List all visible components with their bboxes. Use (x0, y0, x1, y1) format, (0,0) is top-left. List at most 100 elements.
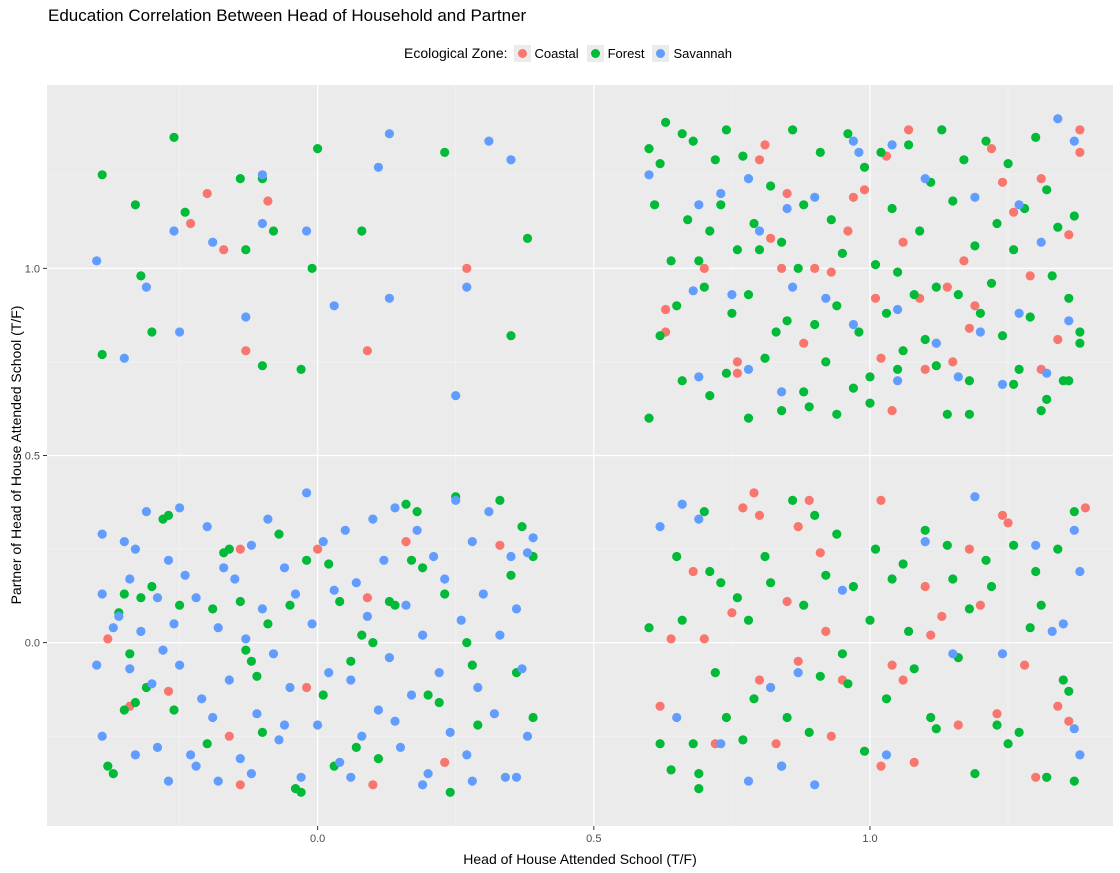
savannah-point (307, 619, 317, 629)
forest-point (1042, 394, 1052, 404)
savannah-point (953, 372, 963, 382)
forest-point (754, 245, 765, 255)
forest-point (898, 559, 908, 569)
coastal-point (1025, 271, 1035, 281)
forest-point (1053, 544, 1063, 554)
forest-point (1069, 776, 1079, 786)
savannah-point (716, 739, 726, 749)
forest-point (1042, 185, 1052, 195)
forest-point (318, 690, 328, 700)
savannah-point (406, 690, 417, 700)
forest-point (644, 413, 654, 423)
forest-point (964, 409, 975, 419)
coastal-point (970, 301, 980, 311)
savannah-point (252, 709, 262, 719)
forest-point (661, 117, 671, 127)
forest-point (832, 301, 842, 311)
savannah-point (893, 304, 903, 315)
forest-point (1031, 132, 1041, 142)
savannah-point (777, 387, 787, 397)
coastal-point (920, 581, 930, 592)
forest-point (893, 267, 903, 277)
forest-point (799, 200, 809, 210)
forest-point (898, 346, 908, 356)
savannah-point (462, 750, 472, 760)
savannah-point (379, 555, 389, 565)
savannah-point (279, 563, 290, 573)
savannah-point (224, 675, 234, 685)
coastal-point (843, 226, 853, 236)
savannah-point (357, 731, 367, 741)
savannah-point (644, 170, 654, 180)
forest-point (1075, 338, 1085, 348)
forest-point (517, 522, 527, 532)
forest-point (738, 151, 748, 161)
forest-point (920, 334, 930, 345)
forest-point (677, 129, 687, 139)
forest-point (1058, 675, 1068, 685)
forest-point (130, 697, 140, 708)
forest-point (843, 129, 853, 139)
savannah-point (1031, 540, 1041, 550)
x-tick-label: 0.0 (310, 833, 325, 845)
savannah-dot-icon (656, 48, 666, 58)
forest-point (749, 694, 759, 704)
forest-point (108, 769, 118, 779)
coastal-point (986, 144, 997, 154)
forest-point (915, 226, 925, 236)
forest-point (467, 660, 477, 670)
coastal-point (920, 364, 930, 374)
savannah-point (848, 136, 859, 146)
forest-point (1003, 159, 1013, 169)
savannah-point (257, 170, 267, 180)
coastal-point (826, 731, 836, 741)
savannah-point (997, 649, 1008, 659)
savannah-point (335, 757, 345, 768)
coastal-point (163, 686, 174, 696)
legend-item-savannah: Savannah (652, 44, 732, 62)
forest-point (716, 200, 726, 210)
savannah-point (451, 391, 461, 401)
coastal-point (401, 537, 411, 547)
savannah-point (440, 574, 450, 584)
forest-point (1009, 379, 1019, 389)
coastal-point (815, 548, 825, 558)
savannah-point (368, 514, 378, 524)
forest-point (401, 499, 411, 509)
forest-point (981, 136, 991, 146)
forest-point (975, 308, 986, 318)
legend-key-coastal (513, 44, 531, 62)
forest-point (716, 578, 726, 588)
savannah-point (125, 574, 135, 584)
savannah-point (788, 282, 798, 292)
forest-point (97, 170, 107, 180)
savannah-point (1036, 237, 1046, 247)
savannah-point (313, 720, 323, 730)
coastal-point (937, 611, 947, 622)
savannah-point (522, 731, 533, 741)
savannah-point (1075, 566, 1085, 577)
forest-point (843, 679, 853, 689)
coastal-point (782, 596, 792, 607)
savannah-point (821, 293, 831, 303)
coastal-point (1053, 701, 1063, 711)
forest-point (666, 256, 676, 266)
coastal-point (904, 125, 914, 135)
savannah-point (837, 585, 848, 595)
savannah-point (163, 555, 174, 565)
forest-point (406, 555, 417, 565)
coastal-point (1064, 716, 1074, 726)
forest-point (881, 694, 892, 704)
forest-point (749, 218, 759, 229)
forest-point (666, 765, 676, 775)
forest-point (799, 600, 809, 610)
savannah-point (1069, 136, 1079, 146)
coastal-point (1075, 147, 1085, 157)
forest-point (1064, 686, 1074, 696)
savannah-point (1058, 619, 1068, 629)
savannah-point (158, 645, 168, 655)
forest-point (732, 245, 743, 255)
coastal-point (727, 608, 737, 618)
forest-point (920, 525, 930, 535)
forest-point (931, 724, 941, 734)
